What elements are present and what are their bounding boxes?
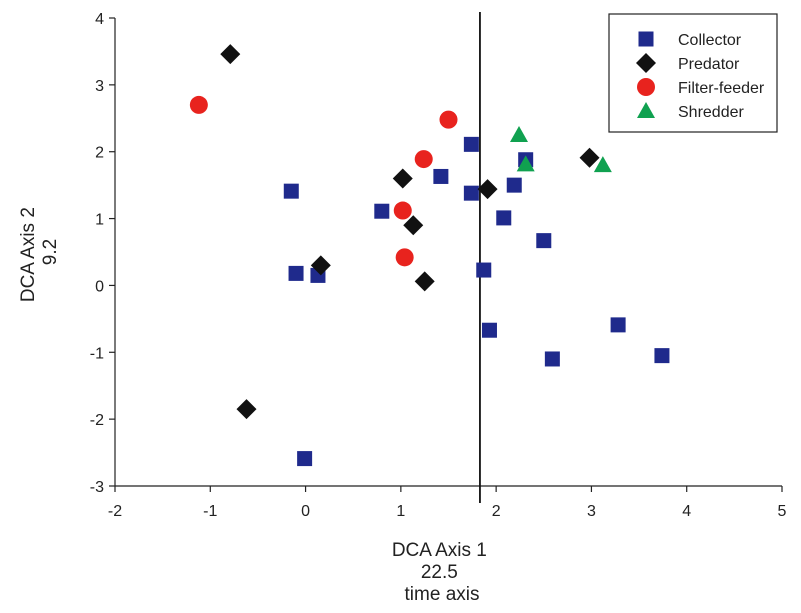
- legend-label-filter-feeder: Filter-feeder: [678, 80, 765, 97]
- x-tick-label: 4: [682, 503, 691, 520]
- x-tick-label: 0: [301, 503, 310, 520]
- collector-point: [654, 348, 670, 364]
- predator-point: [310, 255, 331, 276]
- y-tick-label: 0: [95, 278, 104, 295]
- predator-point: [220, 44, 241, 65]
- legend-label-predator: Predator: [678, 56, 740, 73]
- collector-point: [433, 168, 449, 184]
- legend-marker-collector: [638, 31, 654, 47]
- predator-point: [414, 271, 435, 292]
- plot-area: [114, 12, 782, 503]
- data-points: [189, 44, 670, 467]
- legend-marker-shredder: [637, 102, 655, 118]
- collector-point: [297, 451, 313, 467]
- y-tick-label: 2: [95, 145, 104, 162]
- shredder-point: [510, 126, 529, 142]
- filter-feeder-point: [414, 150, 433, 169]
- y-axis-title-line-2: 9.2: [40, 239, 61, 265]
- x-tick-label: 3: [587, 503, 596, 520]
- collector-point: [544, 351, 560, 367]
- shredder-point: [593, 156, 612, 173]
- y-axis-title: DCA Axis 2 9.2: [18, 202, 61, 302]
- collector-point: [374, 203, 390, 219]
- collector-point: [283, 183, 299, 199]
- collector-point: [476, 262, 492, 278]
- y-tick-label: 4: [95, 11, 104, 28]
- y-tick-label: 1: [95, 212, 104, 229]
- legend-marker-filter-feeder: [637, 78, 655, 96]
- predator-point: [477, 179, 498, 200]
- x-axis-title-line-1: DCA Axis 1: [392, 540, 487, 561]
- legend-box: [608, 13, 778, 133]
- x-axis-title-line-3: time axis: [405, 584, 480, 605]
- collector-point: [610, 317, 626, 333]
- y-tick-label: -2: [90, 412, 104, 429]
- predator-point: [579, 147, 600, 168]
- collector-point: [463, 185, 479, 201]
- collector-point: [496, 210, 512, 226]
- legend-label-shredder: Shredder: [678, 104, 744, 121]
- x-tick-label: -2: [108, 503, 122, 520]
- filter-feeder-point: [189, 95, 208, 114]
- x-tick-label: 1: [396, 503, 405, 520]
- collector-point: [536, 233, 552, 249]
- svg-text:DCA Axis 2 9.2: DCA Axis 2 9.2: [18, 202, 61, 302]
- filter-feeder-point: [393, 201, 412, 220]
- y-tick-label: -3: [90, 479, 104, 496]
- collector-point: [463, 136, 479, 152]
- predator-point: [403, 215, 424, 236]
- y-axis-title-line-1: DCA Axis 2: [18, 207, 39, 302]
- x-tick-label: -1: [203, 503, 217, 520]
- filter-feeder-point: [395, 248, 414, 267]
- x-tick-label: 5: [778, 503, 787, 520]
- legend: Collector Predator Filter-feeder Shredder: [608, 13, 778, 133]
- legend-marker-predator: [636, 53, 656, 73]
- y-tick-label: -1: [90, 345, 104, 362]
- x-tick-label: 2: [492, 503, 501, 520]
- collector-point: [481, 322, 497, 338]
- collector-point: [506, 177, 522, 193]
- predator-point: [392, 168, 413, 189]
- y-tick-label: 3: [95, 78, 104, 95]
- legend-label-collector: Collector: [678, 32, 742, 49]
- collector-point: [288, 265, 304, 281]
- x-axis-title: DCA Axis 1 22.5 time axis: [392, 540, 492, 605]
- predator-point: [236, 399, 257, 420]
- x-axis-title-line-2: 22.5: [421, 562, 458, 583]
- shredder-point: [516, 155, 535, 172]
- filter-feeder-point: [439, 110, 458, 129]
